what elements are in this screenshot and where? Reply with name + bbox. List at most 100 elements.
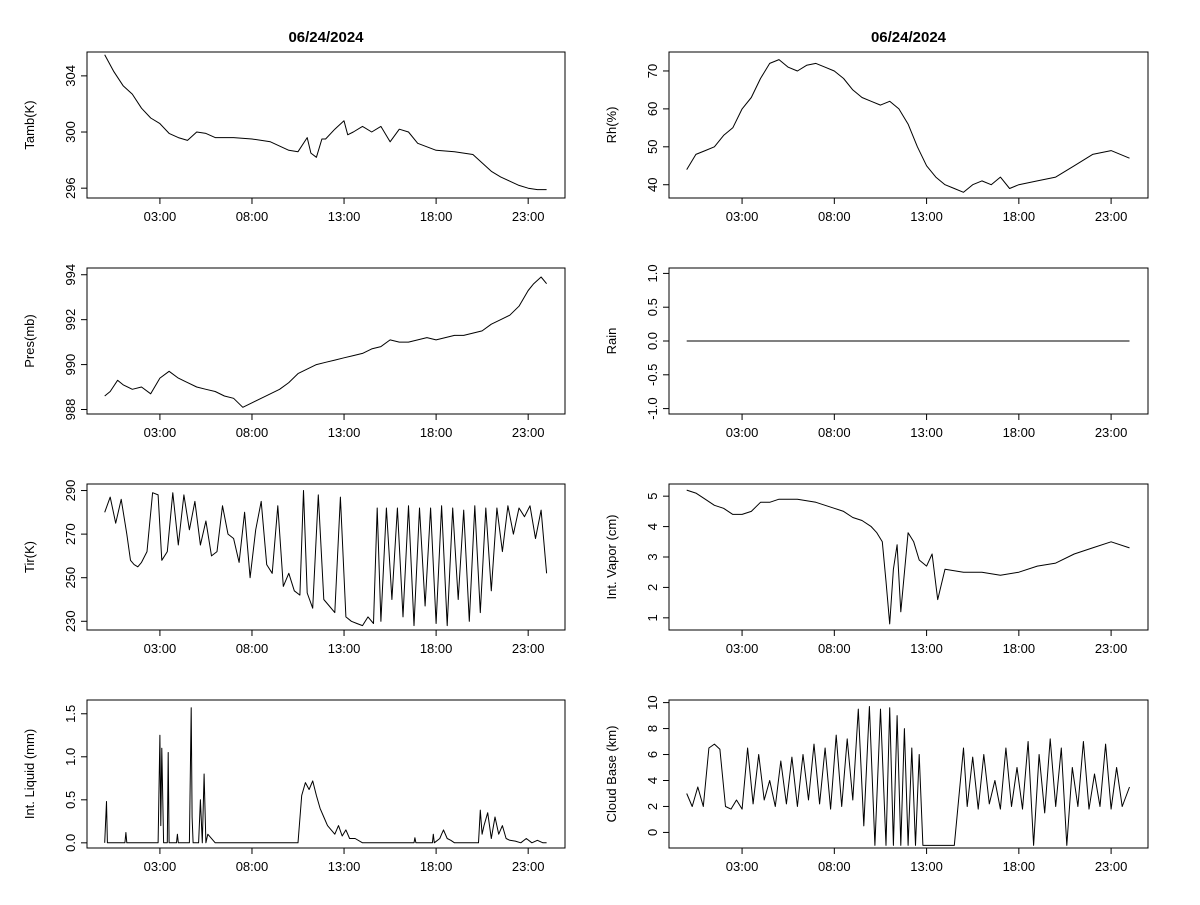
y-tick-label: 1.5 (63, 705, 78, 723)
y-axis-label: Rain (604, 328, 619, 355)
x-tick-label: 03:00 (726, 209, 759, 224)
panel-4: 03:00 08:00 13:00 18:00 23:00 -1.0 -0.5 0.0 0.5 1… (604, 264, 1149, 440)
plot-frame (86, 267, 566, 415)
y-tick-label: 2 (645, 584, 660, 591)
series-line-1 (686, 489, 1130, 625)
x-tick-label: 18:00 (1003, 209, 1036, 224)
series-line-1 (104, 54, 547, 191)
y-axis-label: Tir(K) (22, 541, 37, 573)
x-tick-label: 23:00 (1095, 641, 1128, 656)
x-tick-label: 08:00 (236, 641, 269, 656)
y-tick-label: 4 (645, 777, 660, 784)
y-tick-label: 60 (645, 102, 660, 116)
y-tick-label: 270 (63, 523, 78, 545)
y-tick-label: 304 (63, 65, 78, 87)
y-tick-label: 990 (63, 354, 78, 376)
x-tick-label: 18:00 (420, 641, 453, 656)
y-tick-label: 70 (645, 64, 660, 78)
panel-5: 03:00 08:00 13:00 18:00 23:00 230 250 270 290 Tir… (22, 480, 566, 656)
y-tick-label: 8 (645, 725, 660, 732)
y-tick-label: 2 (645, 803, 660, 810)
y-tick-label: 1.0 (645, 264, 660, 282)
x-tick-label: 18:00 (1003, 641, 1036, 656)
y-tick-label: 50 (645, 140, 660, 154)
y-tick-label: 300 (63, 121, 78, 143)
series-line-1 (104, 707, 547, 844)
x-tick-label: 08:00 (236, 209, 269, 224)
panel-7: 03:00 08:00 13:00 18:00 23:00 0.0 0.5 1.0 1.5 Int… (22, 699, 566, 874)
x-tick-label: 18:00 (1003, 859, 1036, 874)
y-tick-label: 296 (63, 177, 78, 199)
panel-6: 03:00 08:00 13:00 18:00 23:00 1 2 3 4 5 Int. Vapor… (604, 483, 1149, 656)
series-line-1 (686, 706, 1130, 846)
x-tick-label: 03:00 (144, 641, 177, 656)
x-tick-label: 08:00 (818, 209, 851, 224)
x-tick-label: 03:00 (726, 859, 759, 874)
y-tick-label: 40 (645, 177, 660, 191)
y-tick-label: 230 (63, 610, 78, 632)
x-tick-label: 08:00 (236, 859, 269, 874)
y-tick-label: -0.5 (645, 364, 660, 386)
plot-frame (86, 483, 566, 631)
x-tick-label: 18:00 (420, 209, 453, 224)
x-tick-label: 08:00 (818, 425, 851, 440)
x-tick-label: 03:00 (144, 209, 177, 224)
panel-8: 03:00 08:00 13:00 18:00 23:00 0 2 4 6 8 10 Cloud Ba… (604, 695, 1149, 874)
x-tick-label: 23:00 (1095, 209, 1128, 224)
y-tick-label: 0.5 (63, 791, 78, 809)
x-tick-label: 03:00 (144, 859, 177, 874)
x-tick-label: 13:00 (328, 425, 361, 440)
x-tick-label: 08:00 (236, 425, 269, 440)
x-tick-label: 13:00 (910, 641, 943, 656)
y-tick-label: 992 (63, 309, 78, 331)
plot-frame (86, 51, 566, 199)
series-line-1 (104, 276, 547, 408)
x-tick-label: 08:00 (818, 859, 851, 874)
plot-frame (668, 483, 1149, 631)
y-tick-label: 994 (63, 264, 78, 286)
x-tick-label: 13:00 (910, 859, 943, 874)
y-tick-label: 1.0 (63, 748, 78, 766)
x-tick-label: 13:00 (328, 859, 361, 874)
panel-1: 06/24/2024 03:00 08:00 13:00 18:00 23:00 296 30… (22, 29, 566, 224)
x-tick-label: 13:00 (910, 425, 943, 440)
plot-frame (668, 51, 1149, 199)
x-tick-label: 23:00 (512, 425, 545, 440)
x-tick-label: 23:00 (1095, 859, 1128, 874)
y-axis-label: Int. Liquid (mm) (22, 729, 37, 819)
y-tick-label: 290 (63, 480, 78, 502)
x-tick-label: 08:00 (818, 641, 851, 656)
plot-frame (86, 699, 566, 849)
y-tick-label: 5 (645, 493, 660, 500)
x-tick-label: 18:00 (1003, 425, 1036, 440)
x-tick-label: 03:00 (726, 641, 759, 656)
y-axis-label: Rh(%) (604, 107, 619, 144)
x-tick-label: 18:00 (420, 859, 453, 874)
y-axis-label: Pres(mb) (22, 314, 37, 367)
series-line-1 (686, 59, 1130, 193)
x-tick-label: 23:00 (512, 641, 545, 656)
y-tick-label: 4 (645, 523, 660, 530)
y-tick-label: 10 (645, 695, 660, 709)
chart-title: 06/24/2024 (288, 29, 364, 46)
x-tick-label: 18:00 (420, 425, 453, 440)
y-tick-label: 1 (645, 614, 660, 621)
x-tick-label: 03:00 (726, 425, 759, 440)
y-tick-label: -1.0 (645, 397, 660, 419)
y-axis-label: Tamb(K) (22, 100, 37, 149)
x-tick-label: 03:00 (144, 425, 177, 440)
x-tick-label: 23:00 (512, 209, 545, 224)
series-line-1 (104, 490, 548, 627)
x-tick-label: 23:00 (512, 859, 545, 874)
y-tick-label: 0.5 (645, 298, 660, 316)
y-tick-label: 0.0 (645, 332, 660, 350)
chart-title: 06/24/2024 (871, 29, 947, 46)
x-tick-label: 13:00 (328, 209, 361, 224)
panel-2: 06/24/2024 03:00 08:00 13:00 18:00 23:00 40 50 6… (604, 29, 1149, 224)
y-tick-label: 0.0 (63, 834, 78, 852)
x-tick-label: 23:00 (1095, 425, 1128, 440)
x-tick-label: 13:00 (328, 641, 361, 656)
plot-frame (668, 699, 1149, 849)
